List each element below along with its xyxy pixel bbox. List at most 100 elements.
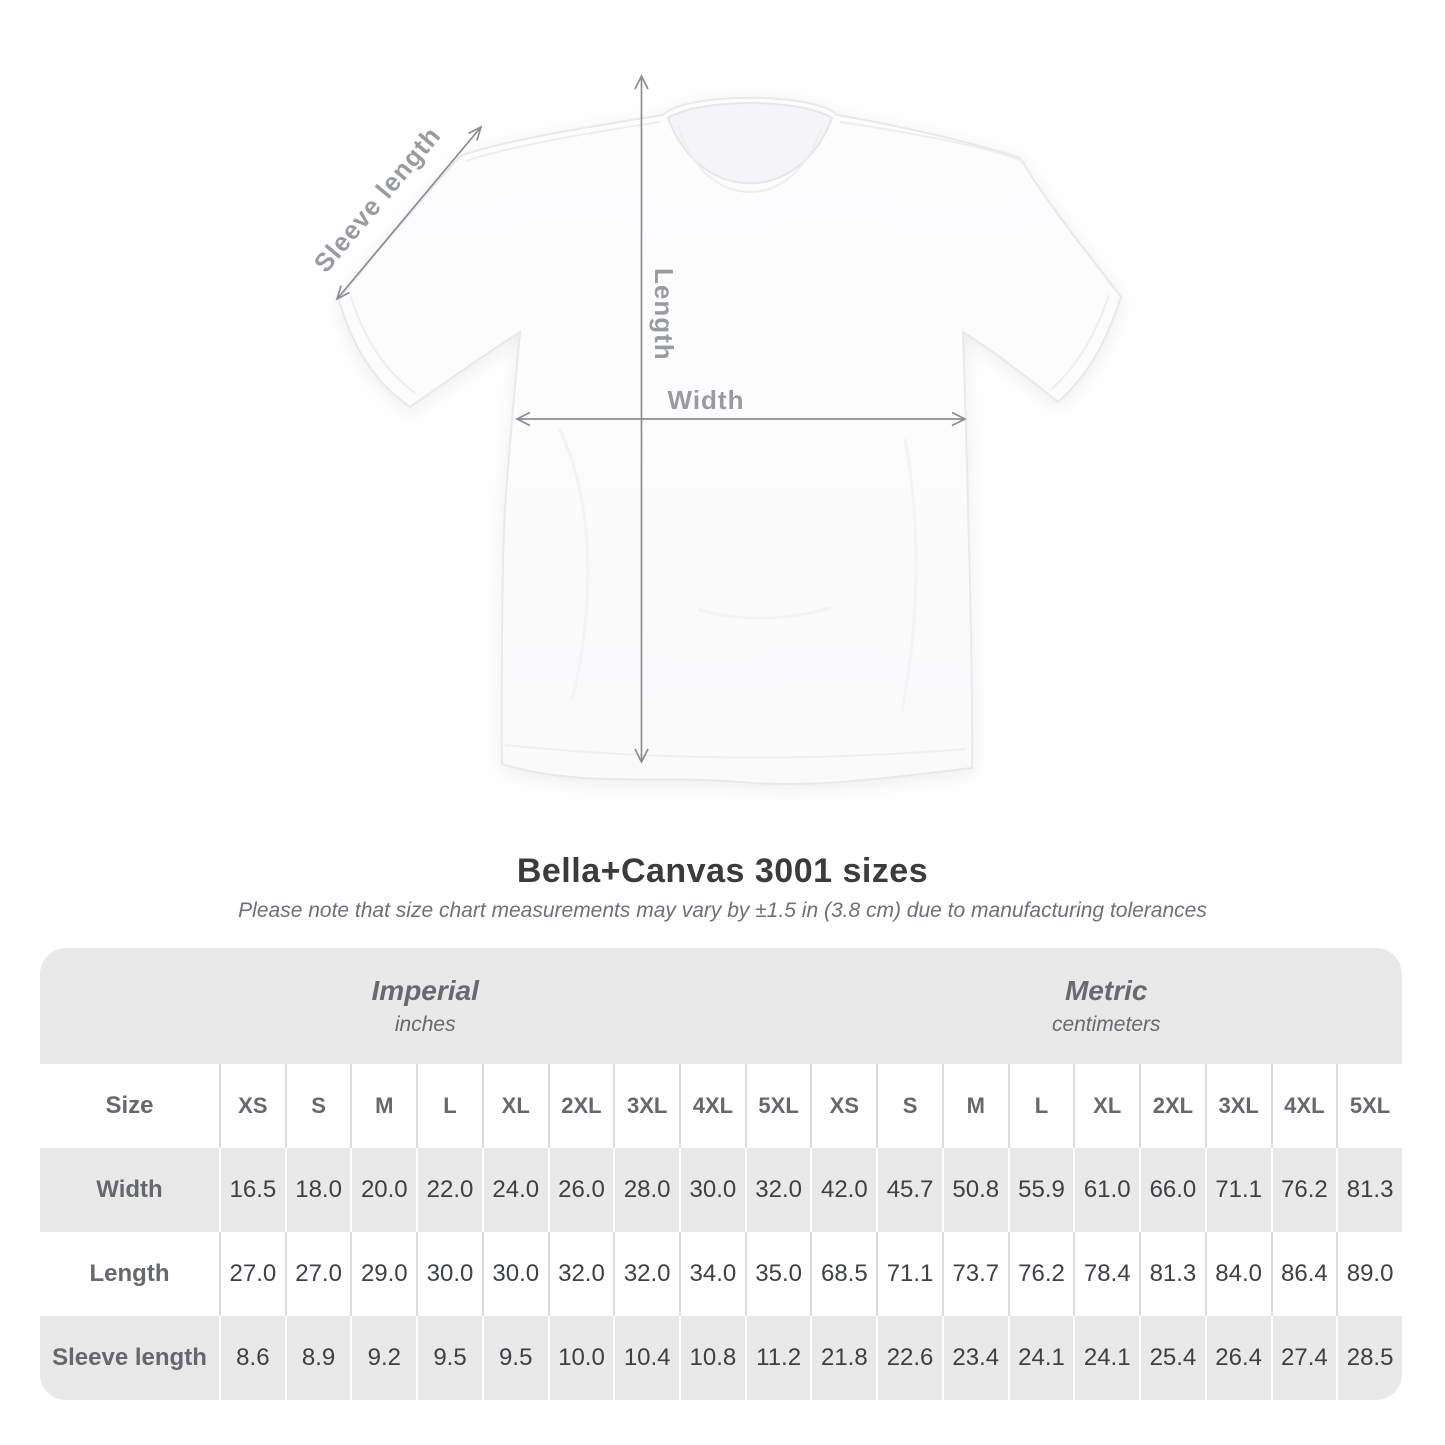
value-cell: 84.0: [1204, 1232, 1271, 1316]
value-cell: 9.2: [350, 1316, 416, 1400]
size-table: Imperial inches Metric centimeters Size …: [40, 948, 1402, 1400]
size-cell: S: [876, 1064, 942, 1148]
value-cell: 32.0: [613, 1232, 679, 1316]
value-cell: 68.5: [810, 1232, 876, 1316]
shirt-svg: Width Length Sleeve length: [308, 74, 1123, 785]
value-cell: 81.3: [1336, 1148, 1402, 1232]
value-cell: 30.0: [481, 1232, 548, 1316]
value-cell: 26.4: [1204, 1316, 1271, 1400]
table-row: Length 27.0 27.0 29.0 30.0 30.0 32.0 32.0 34.0 35…: [40, 1232, 1402, 1316]
value-cell: 34.0: [679, 1232, 745, 1316]
unit-header: Imperial inches Metric centimeters: [40, 948, 1402, 1064]
size-cell: M: [941, 1064, 1008, 1148]
value-cell: 35.0: [744, 1232, 811, 1316]
value-cell: 66.0: [1139, 1148, 1205, 1232]
value-cell: 25.4: [1139, 1316, 1205, 1400]
value-cell: 11.2: [744, 1316, 811, 1400]
row-label-cell: Width: [96, 1176, 163, 1203]
sizes-header-row: Size XS S M L XL 2XL 3XL 4XL 5XL XS S M L XL 2XL 3XL 4XL…: [40, 1064, 1402, 1148]
value-cell: 26.0: [547, 1148, 614, 1232]
value-cell: 8.9: [284, 1316, 351, 1400]
page-title: Bella+Canvas 3001 sizes: [516, 852, 929, 890]
size-cell: 3XL: [613, 1064, 679, 1148]
size-cell: XL: [1073, 1064, 1139, 1148]
value-cell: 10.8: [679, 1316, 745, 1400]
value-cell: 50.8: [941, 1148, 1008, 1232]
sleeve-arrow: [335, 125, 483, 301]
value-cell: 76.2: [1007, 1232, 1074, 1316]
collar-opening: [666, 102, 834, 185]
value-cell: 23.4: [941, 1316, 1008, 1400]
value-cell: 71.1: [876, 1232, 942, 1316]
value-cell: 16.5: [219, 1148, 285, 1232]
size-cell: 4XL: [679, 1064, 745, 1148]
row-label-cell: Length: [89, 1260, 170, 1287]
value-cell: 78.4: [1073, 1232, 1139, 1316]
value-cell: 27.0: [284, 1232, 351, 1316]
imperial-group: Imperial inches: [40, 948, 810, 1064]
size-cell: 5XL: [1336, 1064, 1402, 1148]
value-cell: 10.0: [547, 1316, 614, 1400]
metric-label: Metric: [1064, 975, 1148, 1006]
size-cell: XS: [810, 1064, 876, 1148]
shirt-diagram: Width Length Sleeve length: [308, 74, 1123, 785]
value-cell: 27.4: [1270, 1316, 1337, 1400]
imperial-label: Imperial: [371, 975, 479, 1006]
value-cell: 73.7: [941, 1232, 1008, 1316]
value-cell: 76.2: [1270, 1148, 1337, 1232]
width-label: Width: [668, 385, 745, 415]
value-cell: 61.0: [1073, 1148, 1139, 1232]
table-row: Width 16.5 18.0 20.0 22.0 24.0 26.0 28.0 30.0 32.…: [40, 1148, 1402, 1232]
value-cell: 32.0: [744, 1148, 811, 1232]
value-cell: 24.0: [481, 1148, 548, 1232]
metric-group: Metric centimeters: [810, 948, 1402, 1064]
value-cell: 32.0: [547, 1232, 614, 1316]
size-cell: 2XL: [547, 1064, 614, 1148]
value-cell: 20.0: [350, 1148, 416, 1232]
metric-sublabel: centimeters: [1051, 1013, 1161, 1036]
value-cell: 42.0: [810, 1148, 876, 1232]
value-cell: 86.4: [1270, 1232, 1337, 1316]
value-cell: 9.5: [481, 1316, 548, 1400]
row-label-cell: Sleeve length: [52, 1344, 207, 1371]
length-label: Length: [649, 268, 679, 361]
page-subtitle: Please note that size chart measurements…: [238, 899, 1207, 922]
value-cell: 22.6: [876, 1316, 942, 1400]
value-cell: 27.0: [219, 1232, 285, 1316]
value-cell: 89.0: [1336, 1232, 1402, 1316]
value-cell: 10.4: [613, 1316, 679, 1400]
size-cell: L: [416, 1064, 482, 1148]
width-arrow: [515, 411, 967, 427]
value-cell: 30.0: [416, 1232, 482, 1316]
value-cell: 81.3: [1139, 1232, 1205, 1316]
measure-arrows: [335, 74, 967, 764]
size-cell: XL: [481, 1064, 548, 1148]
value-cell: 18.0: [284, 1148, 351, 1232]
size-header-cell: Size: [105, 1092, 154, 1119]
value-cell: 21.8: [810, 1316, 876, 1400]
imperial-sublabel: inches: [394, 1013, 456, 1036]
value-cell: 71.1: [1204, 1148, 1271, 1232]
collar-seam: [677, 125, 823, 193]
size-cell: L: [1007, 1064, 1074, 1148]
value-cell: 9.5: [416, 1316, 482, 1400]
value-cell: 24.1: [1007, 1316, 1074, 1400]
value-cell: 24.1: [1073, 1316, 1139, 1400]
size-cell: M: [350, 1064, 416, 1148]
size-cell: S: [284, 1064, 351, 1148]
value-cell: 28.0: [613, 1148, 679, 1232]
value-cell: 30.0: [679, 1148, 745, 1232]
value-cell: 55.9: [1007, 1148, 1074, 1232]
size-cell: 2XL: [1139, 1064, 1205, 1148]
size-cell: 4XL: [1270, 1064, 1337, 1148]
table-body: Width 16.5 18.0 20.0 22.0 24.0 26.0 28.0 30.0 32.…: [40, 1148, 1402, 1400]
value-cell: 8.6: [219, 1316, 285, 1400]
value-cell: 29.0: [350, 1232, 416, 1316]
size-cell: 5XL: [744, 1064, 811, 1148]
size-cell: XS: [219, 1064, 285, 1148]
shirt-shape: [337, 96, 1123, 785]
value-cell: 28.5: [1336, 1316, 1402, 1400]
value-cell: 22.0: [416, 1148, 482, 1232]
table-row: Sleeve length 8.6 8.9 9.2 9.5 9.5 10.0 10.4 10.8…: [40, 1316, 1402, 1400]
